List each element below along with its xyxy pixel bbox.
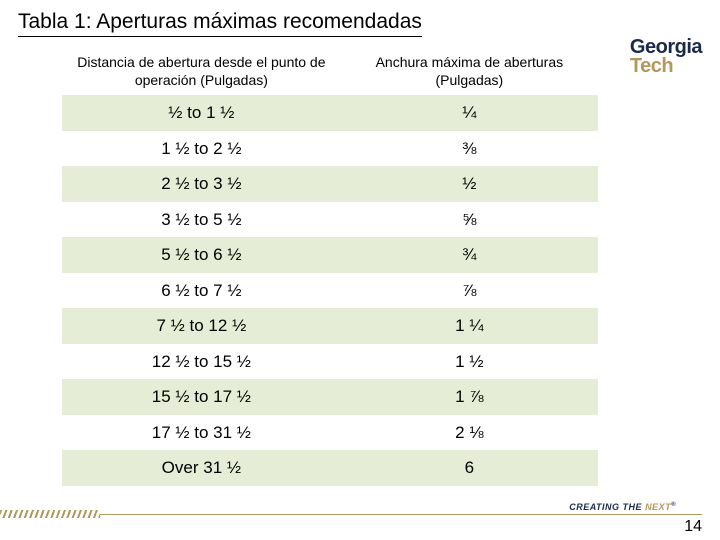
table-cell: 12 ½ to 15 ½ [62, 344, 341, 380]
table-cell: 17 ½ to 31 ½ [62, 415, 341, 451]
table-cell: ⅝ [341, 202, 598, 238]
footer-brand-reg: ® [671, 502, 676, 508]
openings-table-container: Distancia de abertura desde el punto de … [62, 50, 598, 486]
table-cell: 1 ½ to 2 ½ [62, 131, 341, 167]
table-cell: 15 ½ to 17 ½ [62, 379, 341, 415]
table-cell: 1 ⅞ [341, 379, 598, 415]
table-cell: ⅜ [341, 131, 598, 167]
table-cell: 1 ½ [341, 344, 598, 380]
footer-brand: CREATING THE NEXT® [565, 502, 680, 512]
footer-rule [100, 514, 702, 515]
table-row: 17 ½ to 31 ½2 ⅛ [62, 415, 598, 451]
table-row: 2 ½ to 3 ½½ [62, 166, 598, 202]
table-cell: Over 31 ½ [62, 450, 341, 486]
table-body: ½ to 1 ½¼1 ½ to 2 ½⅜2 ½ to 3 ½½3 ½ to 5 … [62, 95, 598, 486]
footer-brand-next: NEXT [645, 502, 671, 512]
table-cell: 6 ½ to 7 ½ [62, 273, 341, 309]
page-title: Tabla 1: Aperturas máximas recomendadas [18, 10, 422, 37]
table-row: Over 31 ½6 [62, 450, 598, 486]
page-number: 14 [684, 518, 702, 536]
table-row: 12 ½ to 15 ½1 ½ [62, 344, 598, 380]
table-cell: ¾ [341, 237, 598, 273]
table-cell: ½ [341, 166, 598, 202]
table-cell: ⅞ [341, 273, 598, 309]
table-cell: 5 ½ to 6 ½ [62, 237, 341, 273]
table-cell: 2 ⅛ [341, 415, 598, 451]
table-cell: 6 [341, 450, 598, 486]
col-header-distance: Distancia de abertura desde el punto de … [62, 50, 341, 95]
georgia-tech-logo: Georgia Tech [630, 38, 702, 76]
table-row: ½ to 1 ½¼ [62, 95, 598, 131]
table-cell: ¼ [341, 95, 598, 131]
footer-hatch [0, 510, 100, 518]
table-row: 3 ½ to 5 ½⅝ [62, 202, 598, 238]
footer-brand-creating: CREATING THE [569, 502, 642, 512]
table-cell: 3 ½ to 5 ½ [62, 202, 341, 238]
logo-line2: Tech [630, 57, 702, 76]
col-header-width: Anchura máxima de aberturas (Pulgadas) [341, 50, 598, 95]
openings-table: Distancia de abertura desde el punto de … [62, 50, 598, 486]
table-cell: 2 ½ to 3 ½ [62, 166, 341, 202]
table-cell: 7 ½ to 12 ½ [62, 308, 341, 344]
table-row: 15 ½ to 17 ½1 ⅞ [62, 379, 598, 415]
table-row: 5 ½ to 6 ½¾ [62, 237, 598, 273]
table-cell: 1 ¼ [341, 308, 598, 344]
table-cell: ½ to 1 ½ [62, 95, 341, 131]
table-row: 6 ½ to 7 ½⅞ [62, 273, 598, 309]
table-row: 1 ½ to 2 ½⅜ [62, 131, 598, 167]
table-row: 7 ½ to 12 ½1 ¼ [62, 308, 598, 344]
